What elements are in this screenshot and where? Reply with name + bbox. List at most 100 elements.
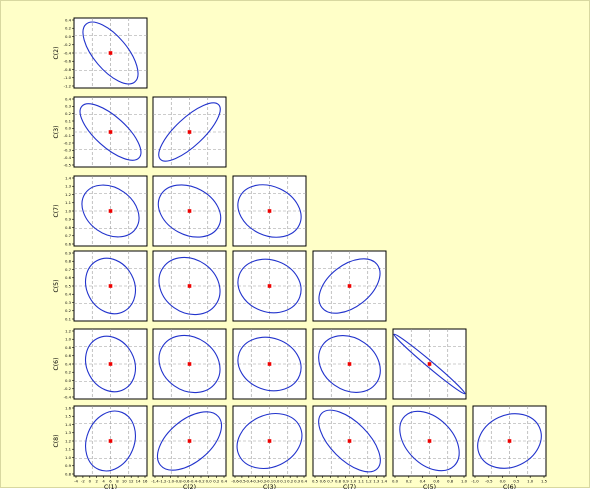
- panel-r3-c3-estimate-point: [347, 284, 352, 288]
- panel-r5-c1-confidence-ellipse: [157, 411, 222, 471]
- panel-r5-c0-xtick-label: 14: [136, 479, 141, 484]
- panel-r3-c0-estimate-point: [108, 284, 113, 288]
- panel-r2-c2-estimate-point: [267, 209, 272, 213]
- panel-r5-c0-ytick-label: 0.9: [65, 463, 72, 468]
- panel-r3-c0-ytick-label: 0.2: [65, 308, 72, 313]
- panel-r5-c1-xlabel: C(2): [183, 484, 196, 489]
- panel-r4-c1-confidence-ellipse: [158, 334, 221, 394]
- panel-r0-c0-ytick-label: -0.8: [64, 67, 72, 72]
- panel-r5-c0-xtick-label: -2: [81, 479, 85, 484]
- panel-r0-c0-ytick-label: -1.0: [64, 75, 72, 80]
- panel-r5-c5-xtick-label: 0.0: [500, 479, 507, 484]
- panel-r5-c5-xtick-label: -1.0: [471, 479, 479, 484]
- panel-r5-c3-estimate-point: [347, 439, 352, 443]
- panel-r4-c0-estimate-point: [108, 362, 113, 366]
- panel-r5-c0-xtick-label: 16: [143, 479, 148, 484]
- panel-r5-c3-xtick-label: 1.2: [366, 479, 373, 484]
- panel-r5-c2-confidence-ellipse: [236, 413, 303, 469]
- panel-r1-c0-ylabel: C(3): [53, 125, 60, 138]
- panel-r3-c1-estimate-point: [187, 284, 192, 288]
- panel-r5-c0-ytick-label: 0.8: [65, 471, 72, 476]
- panel-r0-c0-ytick-label: 0.2: [65, 26, 72, 31]
- panel-r5-c2-xtick-label: -0.3: [252, 479, 260, 484]
- panel-r4-c3-confidence-ellipse: [318, 335, 381, 393]
- panel-r5-c2-xtick-label: 0.2: [287, 479, 294, 484]
- panel-r5-c4-xtick-label: 1.0: [461, 479, 468, 484]
- panel-r3-c0-ylabel: C(5): [53, 279, 60, 292]
- panel-r5-c0-ytick-label: 1.1: [65, 447, 72, 452]
- panel-r5-c0-confidence-ellipse: [85, 410, 136, 472]
- panel-r5-c1-xtick-label: -1.0: [167, 479, 175, 484]
- panel-r5-c2-xtick-label: -0.4: [245, 479, 253, 484]
- panel-r4-c2-confidence-ellipse: [237, 336, 302, 392]
- panel-r5-c0-ytick-label: 1.2: [65, 438, 72, 443]
- panel-r1-c0-ytick-label: -0.2: [64, 140, 72, 145]
- confidence-ellipse-matrix: 0.40.20.0-0.2-0.4-0.6-0.8-1.0-1.2C(2)0.4…: [53, 17, 548, 491]
- panel-r4-c0-ytick-label: 0.2: [65, 370, 72, 375]
- panel-r5-c5-xtick-label: 1.5: [541, 479, 548, 484]
- panel-r1-c0-ytick-label: -0.1: [64, 133, 72, 138]
- panel-r5-c2-xtick-label: 0.0: [273, 479, 280, 484]
- panel-r5-c3-xtick-label: 1.0: [350, 479, 357, 484]
- panel-r5-c4-xtick-label: 0.2: [406, 479, 413, 484]
- panel-r3-c0-ytick-label: 0.6: [65, 275, 72, 280]
- panel-r5-c1-xtick-label: -0.2: [197, 479, 205, 484]
- panel-r1-c0-ytick-label: 0.0: [65, 126, 72, 131]
- panel-r5-c3-xlabel: C(7): [343, 484, 356, 489]
- panel-r5-c0-xtick-label: 4: [102, 479, 105, 484]
- panel-r0-c0-ytick-label: -0.6: [64, 59, 72, 64]
- panel-r5-c1-xtick-label: -1.2: [159, 479, 167, 484]
- panel-r1-c0-ytick-label: 0.2: [65, 111, 72, 116]
- panel-r5-c4-xtick-label: 0.0: [392, 479, 399, 484]
- panel-r5-c3-xtick-label: 1.4: [381, 479, 388, 484]
- panel-r5-c3-xtick-label: 0.8: [335, 479, 342, 484]
- panel-r5-c2-xtick-label: -0.2: [259, 479, 267, 484]
- panel-r5-c3-xtick-label: 0.9: [343, 479, 350, 484]
- panel-r5-c0-xtick-label: 2: [95, 479, 98, 484]
- panel-r2-c1-confidence-ellipse: [157, 184, 222, 238]
- panel-r5-c3-xtick-label: 0.5: [312, 479, 319, 484]
- panel-r5-c0-xlabel: C(1): [104, 484, 117, 489]
- panel-r0-c0-ytick-label: 0.4: [65, 17, 72, 22]
- panel-r4-c0-ytick-label: 0.4: [65, 361, 72, 366]
- panel-r2-c0-ytick-label: 0.8: [65, 225, 72, 230]
- panel-r5-c0-xtick-label: 8: [116, 479, 119, 484]
- panel-r4-c0-ytick-label: 0.6: [65, 353, 72, 358]
- panel-r5-c4-xtick-label: 0.8: [447, 479, 454, 484]
- panel-r5-c5-xtick-label: 0.5: [513, 479, 520, 484]
- panel-r2-c0-ytick-label: 0.7: [65, 233, 72, 238]
- panel-r2-c2-confidence-ellipse: [237, 184, 302, 238]
- panel-r4-c4-confidence-ellipse: [393, 333, 466, 395]
- panel-r2-c0-ytick-label: 1.1: [65, 200, 72, 205]
- panel-r4-c3-estimate-point: [347, 362, 352, 366]
- panel-r2-c0-ylabel: C(7): [53, 204, 60, 217]
- panel-r5-c0-xtick-label: -4: [74, 479, 78, 484]
- panel-r5-c0-estimate-point: [108, 439, 113, 443]
- panel-r5-c2-xtick-label: -0.1: [266, 479, 274, 484]
- panel-r5-c3-confidence-ellipse: [318, 409, 381, 473]
- panel-r5-c4-estimate-point: [427, 439, 432, 443]
- panel-r5-c2-xtick-label: 0.3: [294, 479, 301, 484]
- panel-r1-c0-ytick-label: 0.4: [65, 96, 72, 101]
- panel-r3-c0-ytick-label: 0.3: [65, 300, 72, 305]
- panel-r3-c2-confidence-ellipse: [237, 258, 302, 314]
- panel-r5-c1-xtick-label: 0.2: [213, 479, 220, 484]
- panel-r5-c3-xtick-label: 1.3: [373, 479, 380, 484]
- panel-r4-c0-ytick-label: -0.4: [64, 394, 72, 399]
- panel-r4-c0-confidence-ellipse: [84, 335, 137, 393]
- panel-r5-c5-confidence-ellipse: [477, 413, 542, 469]
- panel-r5-c5-xtick-label: -0.5: [485, 479, 493, 484]
- panel-r4-c0-ytick-label: 0.8: [65, 345, 72, 350]
- panel-r5-c2-xtick-label: 0.4: [301, 479, 308, 484]
- panel-r0-c0-ytick-label: -0.4: [64, 50, 72, 55]
- panel-r4-c0-ytick-label: 0.0: [65, 378, 72, 383]
- panel-r5-c4-xtick-label: 0.4: [420, 479, 427, 484]
- panel-r4-c0-ytick-label: 1.0: [65, 337, 72, 342]
- panel-r1-c0-ytick-label: 0.3: [65, 104, 72, 109]
- panel-r2-c0-estimate-point: [108, 209, 113, 213]
- panel-r4-c4-estimate-point: [427, 362, 432, 366]
- panel-r3-c1-confidence-ellipse: [158, 256, 221, 316]
- panel-r2-c0-ytick-label: 0.6: [65, 241, 72, 246]
- panel-r0-c0-ytick-label: -1.2: [64, 83, 72, 88]
